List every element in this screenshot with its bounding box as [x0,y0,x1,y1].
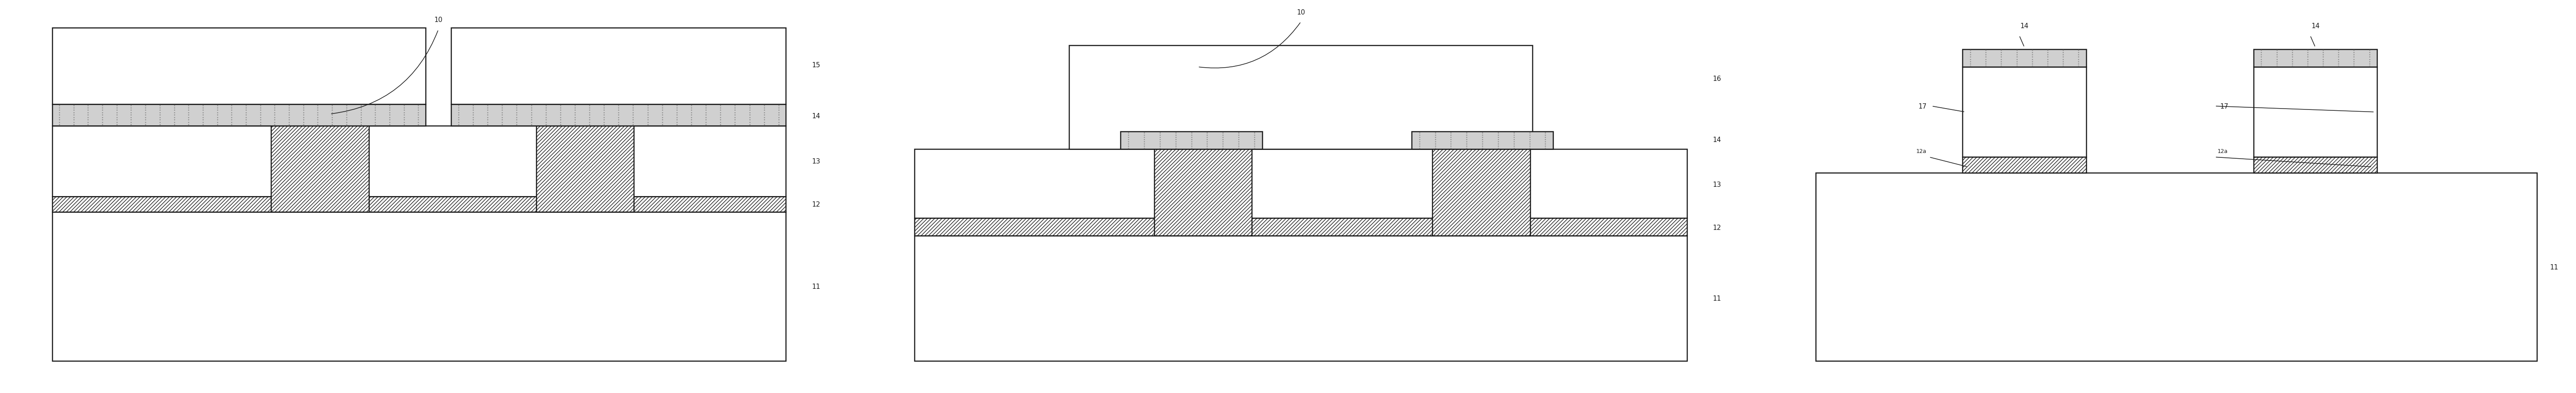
Bar [1963,157,2087,173]
Text: 10: 10 [435,17,443,24]
Bar [270,126,368,212]
Text: 12: 12 [811,201,819,208]
Text: 14: 14 [1713,136,1721,143]
Bar [2254,157,2378,173]
Bar [1816,173,2537,361]
Bar [451,105,786,126]
Bar [1963,67,2087,157]
Text: 15: 15 [811,62,819,68]
Text: 17: 17 [2221,103,2228,110]
Bar [914,236,1687,361]
Bar [1121,132,1262,149]
Bar [1432,149,1530,236]
Bar [52,28,425,105]
Bar [2254,50,2378,67]
Text: 11: 11 [2550,264,2558,270]
Bar [536,126,634,212]
Text: 13: 13 [811,158,819,165]
Bar [914,218,1687,236]
Text: 12a: 12a [1917,149,1927,154]
Bar [52,105,425,126]
Text: 12: 12 [1713,224,1721,231]
Bar [1069,46,1533,149]
Text: 14: 14 [2020,23,2030,29]
Bar [914,149,1687,218]
Text: 13: 13 [1713,182,1721,188]
Bar [52,212,786,361]
Bar [1963,50,2087,67]
Text: 11: 11 [1713,295,1721,302]
Text: 10: 10 [1296,9,1306,16]
Text: 14: 14 [811,113,819,119]
Bar [2254,67,2378,157]
Bar [1154,149,1252,236]
Bar [52,126,786,196]
Text: 11: 11 [811,283,819,290]
Text: 14: 14 [2311,23,2318,29]
Text: 16: 16 [1713,76,1721,82]
Text: 17: 17 [1919,103,1927,110]
Bar [1412,132,1553,149]
Text: 12a: 12a [2218,149,2228,154]
Bar [52,196,786,212]
Bar [451,28,786,105]
